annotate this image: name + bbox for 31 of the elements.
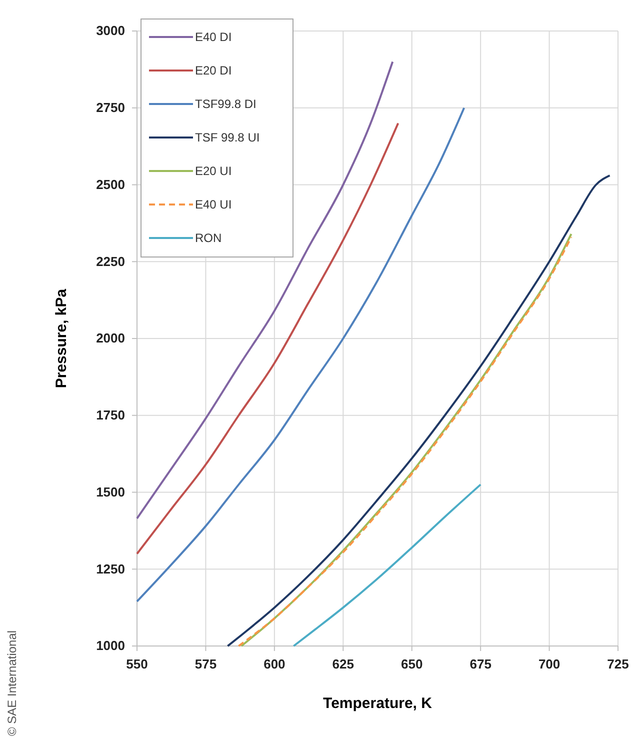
y-tick-label: 1250 — [96, 561, 125, 576]
x-tick-label: 625 — [332, 656, 354, 672]
y-tick-label: 3000 — [96, 23, 125, 38]
x-tick-label: 700 — [538, 656, 560, 672]
text: © SAE International — [5, 630, 19, 736]
x-tick-label: 550 — [126, 656, 148, 672]
line-series — [136, 122, 400, 555]
legend-label: RON — [195, 231, 222, 245]
y-tick-label: 2750 — [96, 100, 125, 116]
x-tick-label: 675 — [470, 656, 492, 672]
y-tick-label: 1000 — [96, 638, 125, 654]
legend-label: TSF99.8 DI — [195, 97, 256, 111]
y-tick-label: 2250 — [96, 254, 125, 269]
line-series — [292, 484, 482, 647]
legend-label: E40 DI — [195, 30, 232, 44]
y-axis-title: Pressure, kPa — [53, 288, 70, 388]
y-tick-label: 1750 — [96, 408, 125, 423]
y-tick-label: 2000 — [96, 330, 125, 346]
line-series — [136, 60, 394, 520]
legend-label: TSF 99.8 UI — [195, 130, 260, 144]
legend-label: E20 UI — [195, 164, 232, 178]
x-tick-label: 725 — [607, 656, 629, 672]
x-tick-label: 650 — [401, 656, 423, 672]
x-axis-title: Temperature, K — [323, 695, 432, 712]
x-tick-label: 575 — [194, 656, 217, 672]
y-tick-label: 1500 — [96, 484, 125, 500]
legend-label: E40 UI — [195, 198, 232, 212]
legend-label: E20 DI — [195, 64, 232, 78]
line-series — [136, 106, 466, 602]
x-tick-label: 600 — [264, 656, 286, 672]
y-tick-label: 2500 — [96, 176, 125, 192]
